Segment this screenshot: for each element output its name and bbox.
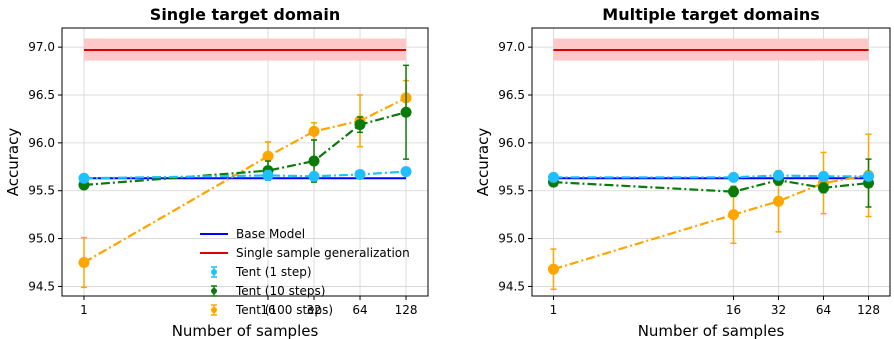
y-tick-label: 95.0	[28, 232, 55, 246]
plot-frame	[61, 27, 429, 297]
data-point	[773, 169, 785, 181]
y-tick-label: 97.0	[498, 40, 525, 54]
chart-title: Multiple target domains	[602, 5, 819, 24]
data-point	[262, 150, 274, 162]
data-point	[818, 170, 830, 182]
data-point	[818, 182, 830, 194]
y-axis-label: Accuracy	[4, 128, 22, 197]
x-tick-label: 1	[80, 303, 88, 317]
data-point	[78, 257, 90, 268]
chart-panel-1: Single target domain 1 16 32 64 128 94.5 95.0 95…	[4, 5, 429, 339]
y-tick-label: 97.0	[28, 40, 55, 54]
y-tick-label: 94.5	[28, 279, 55, 293]
y-tick-label: 96.5	[498, 88, 525, 102]
legend-label: Base Model	[236, 227, 305, 241]
legend-swatch-marker	[211, 269, 217, 275]
x-tick-label: 128	[395, 303, 418, 317]
data-point	[354, 119, 366, 131]
legend-item: Tent (10 steps)	[211, 284, 325, 298]
data-point	[547, 263, 559, 275]
data-point	[728, 209, 740, 221]
legend-item: Single sample generalization	[200, 246, 410, 260]
x-tick-label: 128	[857, 303, 880, 317]
data-point	[773, 195, 785, 207]
data-point	[354, 168, 366, 180]
x-tick-label: 64	[816, 303, 831, 317]
x-tick-label: 64	[352, 303, 367, 317]
x-tick-label: 32	[306, 303, 321, 317]
y-tick-label: 95.5	[28, 184, 55, 198]
legend-item: Tent (100 steps)	[211, 303, 333, 317]
y-tick-label: 94.5	[498, 279, 525, 293]
y-axis-label: Accuracy	[474, 128, 492, 197]
legend-item: Base Model	[200, 227, 305, 241]
y-tick-label: 96.0	[498, 136, 525, 150]
series-line	[83, 170, 407, 180]
legend-swatch-marker	[211, 307, 217, 313]
series-line	[83, 96, 407, 264]
data-point	[400, 106, 412, 118]
legend: Base Model Single sample generalization Te…	[200, 227, 410, 317]
data-point	[547, 171, 559, 183]
y-tick-label: 96.5	[28, 88, 55, 102]
plot-frame	[531, 27, 891, 297]
data-point	[728, 171, 740, 183]
x-tick-label: 32	[771, 303, 786, 317]
chart-title: Single target domain	[150, 5, 340, 24]
legend-label: Tent (10 steps)	[235, 284, 325, 298]
x-tick-label: 1	[550, 303, 558, 317]
legend-label: Single sample generalization	[236, 246, 410, 260]
data-point	[308, 125, 320, 137]
chart-panel-2: Multiple target domains 1 16 32 64 128 94.5 95.…	[474, 5, 891, 339]
x-axis-label: Number of samples	[638, 322, 785, 339]
x-tick-label: 16	[726, 303, 741, 317]
legend-label: Tent (100 steps)	[235, 303, 333, 317]
y-tick-label: 95.0	[498, 232, 525, 246]
data-point	[262, 169, 274, 181]
y-tick-label: 95.5	[498, 184, 525, 198]
x-tick-label: 16	[260, 303, 275, 317]
series-line	[553, 174, 869, 271]
legend-item: Tent (1 step)	[211, 265, 312, 279]
legend-label: Tent (1 step)	[235, 265, 312, 279]
series-1	[78, 166, 412, 184]
x-axis-label: Number of samples	[172, 322, 319, 339]
legend-swatch-marker	[211, 288, 217, 294]
data-point	[308, 155, 320, 167]
series-1	[547, 169, 875, 183]
data-point	[728, 186, 740, 198]
y-tick-label: 96.0	[28, 136, 55, 150]
data-point	[863, 170, 875, 182]
series-3	[547, 133, 875, 291]
data-point	[308, 170, 320, 182]
data-point	[78, 172, 90, 184]
series-2	[547, 158, 875, 208]
data-point	[400, 166, 412, 178]
